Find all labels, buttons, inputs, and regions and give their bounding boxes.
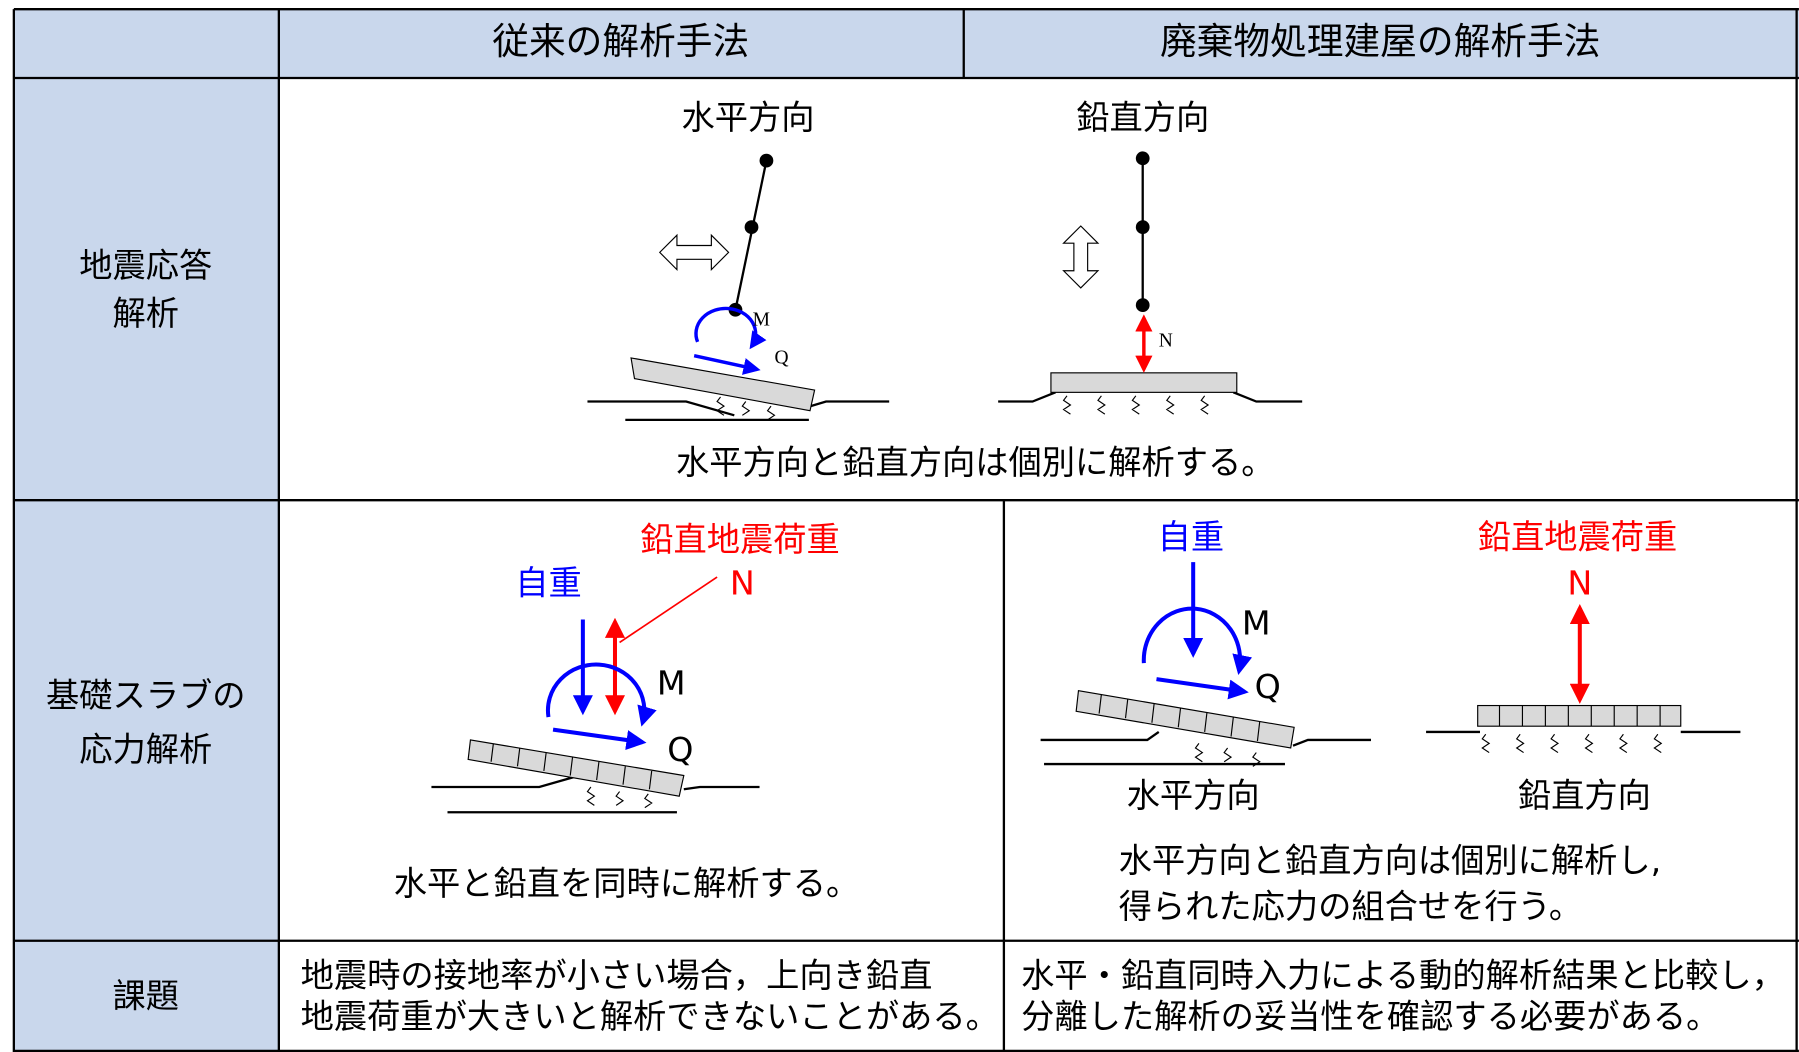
caption: 水平方向と鉛直方向は個別に解析する。: [676, 443, 1275, 482]
label: M: [1242, 604, 1271, 643]
label: Q: [774, 348, 788, 369]
header: 廃棄物処理建屋の解析手法: [1160, 20, 1600, 63]
diagram-seismic: [587, 151, 1303, 422]
label: 鉛直方向: [1076, 98, 1209, 137]
label: M: [753, 310, 770, 331]
issue-text: 地震荷重が大きいと解析できないことがある。: [301, 997, 999, 1036]
label: N: [730, 564, 755, 603]
row-label: 解析: [113, 294, 180, 333]
row-label: 課題: [113, 977, 180, 1016]
label: N: [1567, 564, 1592, 603]
caption: 水平方向と鉛直方向は個別に解析し,: [1119, 841, 1662, 880]
label: 鉛直地震荷重: [640, 520, 840, 559]
issue-text: 地震時の接地率が小さい場合，上向き鉛直: [301, 956, 933, 995]
label: N: [1159, 330, 1173, 351]
row-label: 地震応答: [79, 246, 212, 285]
issue-text: 水平・鉛直同時入力による動的解析結果と比較し，: [1021, 956, 1785, 995]
row-label: 応力解析: [79, 730, 212, 769]
label: 水平方向: [1127, 776, 1260, 815]
label: M: [657, 663, 686, 702]
label: Q: [1255, 667, 1281, 706]
issue-text: 分離した解析の妥当性を確認する必要がある。: [1021, 997, 1719, 1036]
label: 自重: [515, 564, 582, 603]
label: 鉛直方向: [1518, 776, 1651, 815]
label: Q: [667, 730, 693, 769]
diagram-stress: [431, 562, 1741, 814]
grid: [12, 8, 1799, 1052]
label: 鉛直地震荷重: [1478, 518, 1678, 557]
row-label: 基礎スラブの: [46, 676, 246, 715]
header: 従来の解析手法: [492, 20, 749, 63]
label: 水平方向: [682, 98, 815, 137]
caption: 得られた応力の組合せを行う。: [1119, 887, 1583, 926]
caption: 水平と鉛直を同時に解析する。: [394, 864, 860, 903]
label: 自重: [1158, 518, 1225, 557]
